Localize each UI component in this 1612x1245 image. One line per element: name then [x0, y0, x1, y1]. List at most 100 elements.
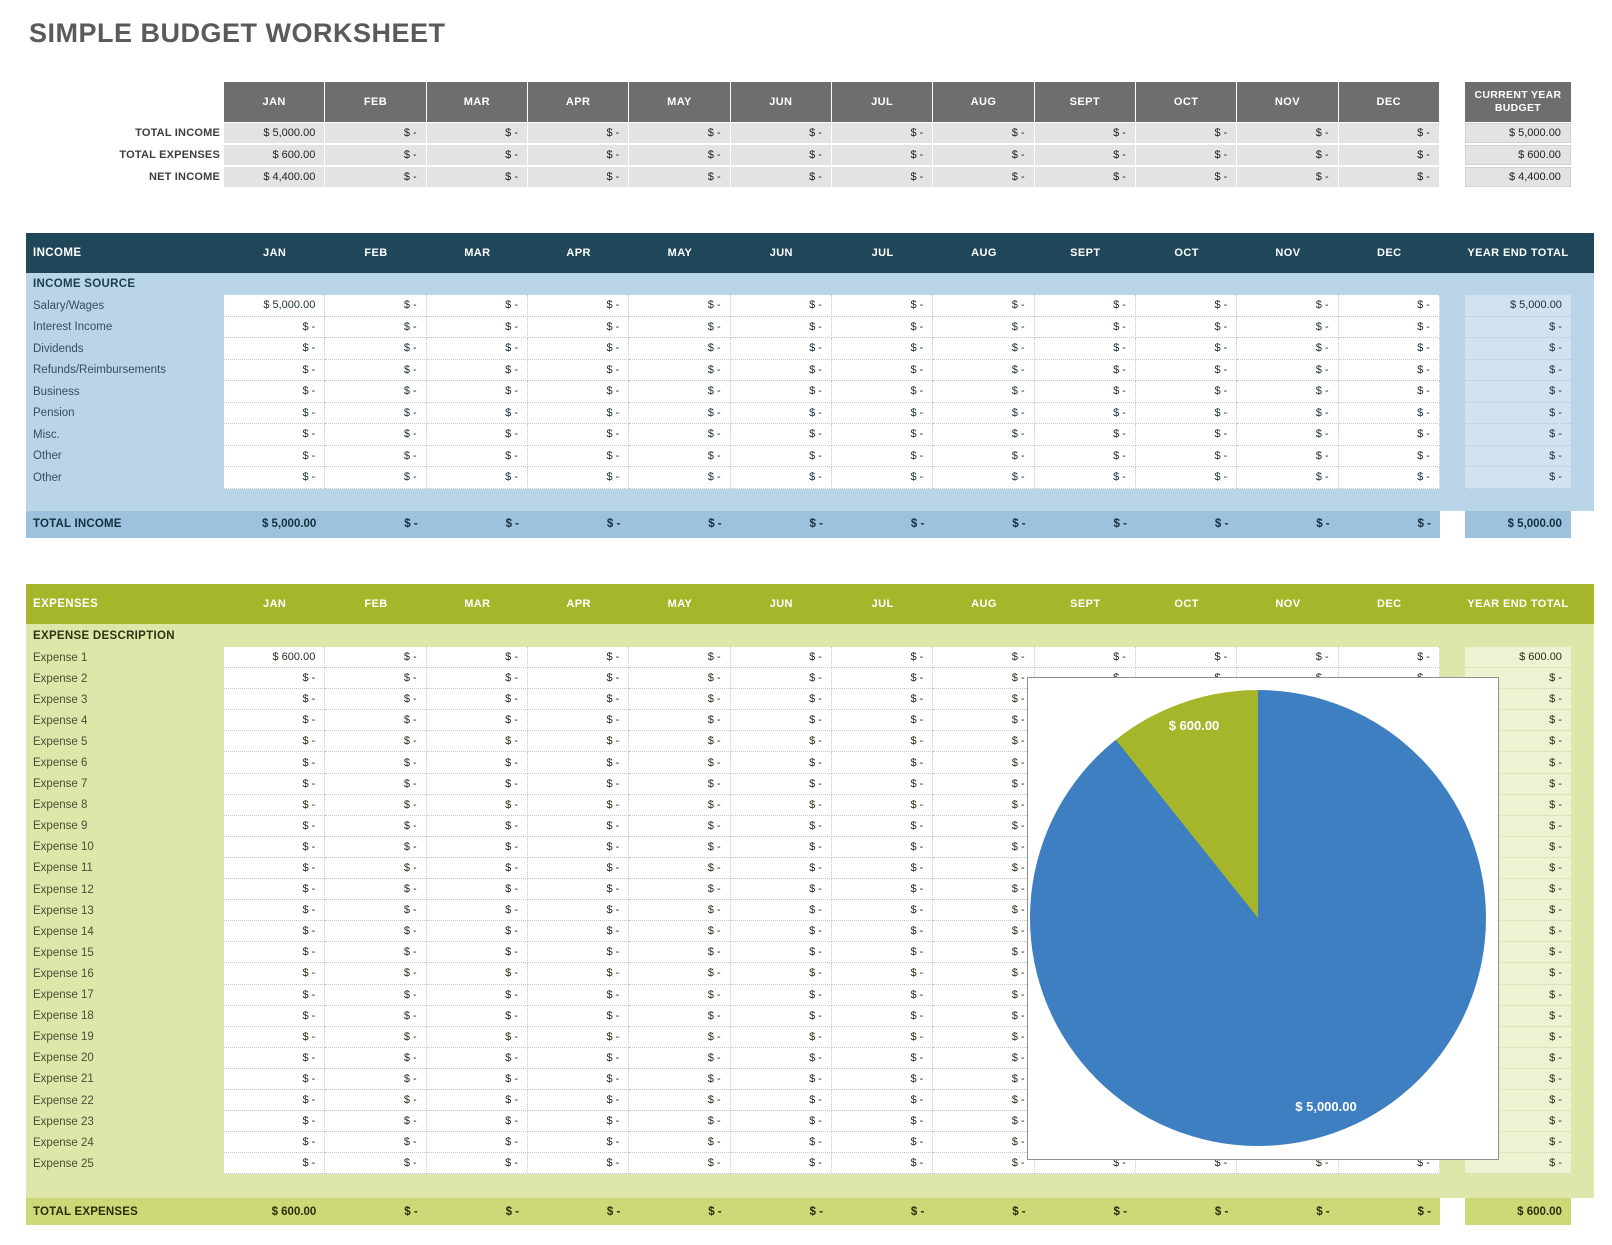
cell-may[interactable]: $ - — [629, 647, 731, 669]
cell-jul[interactable]: $ - — [831, 295, 934, 317]
row-label[interactable]: Business — [33, 385, 80, 398]
cell-jan[interactable]: $ - — [224, 773, 326, 795]
cell-jan[interactable]: $ 600.00 — [224, 145, 326, 165]
cell-jul[interactable]: $ - — [831, 1089, 934, 1112]
cell-aug[interactable]: $ - — [933, 773, 1035, 795]
cell-feb[interactable]: $ - — [325, 900, 427, 922]
cell-jan[interactable]: $ - — [224, 1005, 326, 1027]
cell-apr[interactable]: $ - — [527, 123, 630, 143]
cell-jun[interactable]: $ - — [730, 1198, 832, 1226]
year-end-value[interactable]: $ 5,000.00 — [1464, 510, 1571, 538]
cell-sept[interactable]: $ - — [1034, 381, 1136, 403]
expense-description-subheader[interactable]: EXPENSE DESCRIPTION — [33, 629, 175, 642]
cell-apr[interactable]: $ - — [527, 1005, 630, 1027]
cell-apr[interactable]: $ - — [527, 402, 630, 424]
cell-may[interactable]: $ - — [629, 815, 731, 837]
cell-apr[interactable]: $ - — [527, 942, 630, 964]
cell-jul[interactable]: $ - — [831, 123, 934, 143]
cell-mar[interactable]: $ - — [426, 295, 528, 317]
cell-mar[interactable]: $ - — [426, 123, 528, 143]
year-end-value[interactable]: $ - — [1464, 467, 1571, 489]
cell-sept[interactable]: $ - — [1034, 295, 1136, 317]
year-end-value[interactable]: $ - — [1464, 424, 1571, 446]
month-header-oct[interactable]: OCT — [1174, 247, 1199, 259]
income-year-end-header[interactable]: YEAR END TOTAL — [1467, 247, 1569, 259]
cell-sept[interactable]: $ - — [1034, 445, 1136, 467]
cell-mar[interactable]: $ - — [426, 1198, 528, 1226]
cell-apr[interactable]: $ - — [527, 815, 630, 837]
cell-may[interactable]: $ - — [629, 467, 731, 489]
month-header-jul[interactable]: JUL — [871, 247, 894, 259]
cell-dec[interactable]: $ - — [1338, 123, 1440, 143]
cell-apr[interactable]: $ - — [527, 1153, 630, 1175]
month-header-oct[interactable]: OCT — [1174, 598, 1199, 610]
cell-mar[interactable]: $ - — [426, 359, 528, 381]
cell-may[interactable]: $ - — [629, 338, 731, 360]
cell-aug[interactable]: $ - — [933, 942, 1035, 964]
cell-may[interactable]: $ - — [629, 145, 731, 165]
cell-sept[interactable]: $ - — [1034, 316, 1136, 338]
cell-may[interactable]: $ - — [629, 402, 731, 424]
cell-jun[interactable]: $ - — [730, 942, 832, 964]
month-header-sept[interactable]: SEPT — [1070, 247, 1101, 259]
cell-nov[interactable]: $ - — [1237, 338, 1339, 360]
cell-may[interactable]: $ - — [629, 963, 731, 985]
cell-feb[interactable]: $ - — [325, 510, 427, 538]
cell-oct[interactable]: $ - — [1135, 359, 1238, 381]
cell-jan[interactable]: $ - — [224, 424, 326, 446]
cell-feb[interactable]: $ - — [325, 984, 427, 1006]
cell-may[interactable]: $ - — [629, 445, 731, 467]
cell-jun[interactable]: $ - — [730, 145, 832, 165]
cell-apr[interactable]: $ - — [527, 689, 630, 711]
cell-feb[interactable]: $ - — [325, 1047, 427, 1069]
month-header-jan[interactable]: JAN — [263, 598, 287, 610]
cell-jan[interactable]: $ - — [224, 445, 326, 467]
month-header-nov[interactable]: NOV — [1275, 598, 1301, 610]
cell-feb[interactable]: $ - — [325, 359, 427, 381]
cell-mar[interactable]: $ - — [426, 689, 528, 711]
cell-jul[interactable]: $ - — [831, 402, 934, 424]
cell-dec[interactable]: $ - — [1338, 647, 1440, 669]
cell-aug[interactable]: $ - — [933, 1047, 1035, 1069]
cell-jun[interactable]: $ - — [730, 445, 832, 467]
month-header-apr[interactable]: APR — [527, 82, 630, 122]
cell-mar[interactable]: $ - — [426, 984, 528, 1006]
cell-feb[interactable]: $ - — [325, 1089, 427, 1112]
cell-apr[interactable]: $ - — [527, 1198, 630, 1226]
cell-jun[interactable]: $ - — [730, 647, 832, 669]
cell-may[interactable]: $ - — [629, 1111, 731, 1133]
cell-apr[interactable]: $ - — [527, 1047, 630, 1069]
cell-jun[interactable]: $ - — [730, 316, 832, 338]
cell-jun[interactable]: $ - — [730, 857, 832, 880]
cell-feb[interactable]: $ - — [325, 921, 427, 943]
cell-nov[interactable]: $ - — [1237, 123, 1339, 143]
row-label[interactable]: Expense 17 — [33, 989, 94, 1002]
cell-jul[interactable]: $ - — [831, 815, 934, 837]
cell-apr[interactable]: $ - — [527, 773, 630, 795]
cell-jul[interactable]: $ - — [831, 1068, 934, 1090]
cell-jul[interactable]: $ - — [831, 857, 934, 880]
cell-nov[interactable]: $ - — [1237, 359, 1339, 381]
month-header-may[interactable]: MAY — [667, 598, 693, 610]
cell-jul[interactable]: $ - — [831, 921, 934, 943]
cell-may[interactable]: $ - — [629, 295, 731, 317]
cell-apr[interactable]: $ - — [527, 510, 630, 538]
cell-jan[interactable]: $ - — [224, 381, 326, 403]
cell-mar[interactable]: $ - — [426, 857, 528, 880]
row-label[interactable]: TOTAL INCOME — [26, 510, 224, 538]
cell-jan[interactable]: $ - — [224, 794, 326, 816]
cell-nov[interactable]: $ - — [1237, 467, 1339, 489]
cell-aug[interactable]: $ - — [933, 381, 1035, 403]
cell-aug[interactable]: $ - — [933, 445, 1035, 467]
cell-may[interactable]: $ - — [629, 1026, 731, 1048]
cell-jul[interactable]: $ - — [831, 381, 934, 403]
cell-jan[interactable]: $ 4,400.00 — [224, 167, 326, 187]
row-label[interactable]: Expense 21 — [33, 1073, 94, 1086]
row-label[interactable]: Expense 19 — [33, 1031, 94, 1044]
cell-apr[interactable]: $ - — [527, 295, 630, 317]
cell-jun[interactable]: $ - — [730, 338, 832, 360]
cell-nov[interactable]: $ - — [1237, 424, 1339, 446]
cell-feb[interactable]: $ - — [325, 857, 427, 880]
cell-feb[interactable]: $ - — [325, 752, 427, 774]
row-label[interactable]: Expense 15 — [33, 946, 94, 959]
